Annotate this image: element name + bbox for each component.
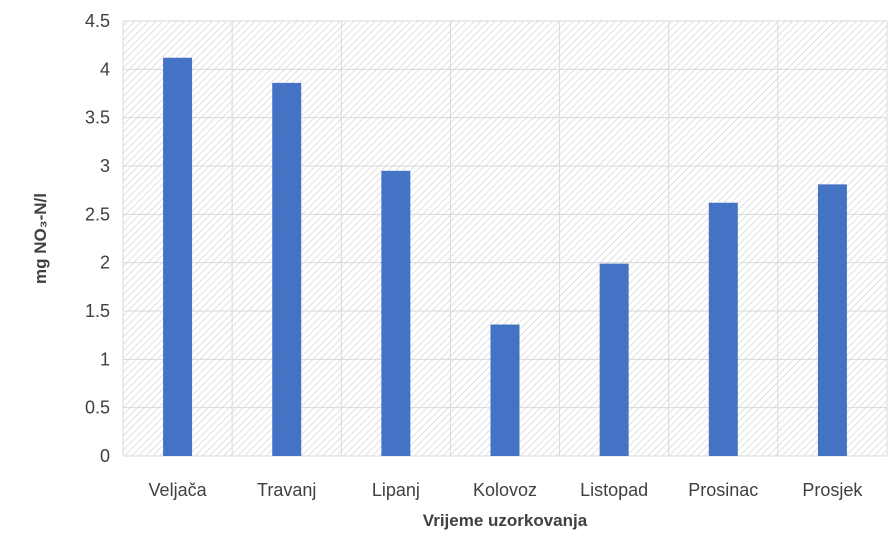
x-tick-label: Prosjek xyxy=(802,480,863,500)
y-tick-label: 1 xyxy=(100,349,110,369)
x-tick-label: Listopad xyxy=(580,480,648,500)
y-tick-label: 0.5 xyxy=(85,398,110,418)
y-tick-label: 2.5 xyxy=(85,204,110,224)
bar xyxy=(272,82,302,456)
bar xyxy=(490,324,520,456)
bar xyxy=(599,263,629,456)
x-tick-label: Lipanj xyxy=(372,480,420,500)
bar xyxy=(817,184,847,456)
y-tick-label: 3 xyxy=(100,156,110,176)
x-tick-label: Travanj xyxy=(257,480,316,500)
x-tick-label: Prosinac xyxy=(688,480,758,500)
y-tick-label: 4.5 xyxy=(85,11,110,31)
x-axis-title: Vrijeme uzorkovanja xyxy=(423,511,588,530)
y-tick-label: 3.5 xyxy=(85,108,110,128)
y-axis-title: mg NO₃-N/l xyxy=(31,193,50,284)
y-tick-label: 2 xyxy=(100,253,110,273)
bars xyxy=(163,57,847,457)
bar xyxy=(381,170,411,457)
x-tick-label: Kolovoz xyxy=(473,480,537,500)
y-axis-ticks: 0 0.5 1 1.5 2 2.5 3 3.5 4 4.5 xyxy=(85,11,110,466)
bar xyxy=(708,202,738,456)
y-tick-label: 4 xyxy=(100,59,110,79)
x-tick-label: Veljača xyxy=(149,480,208,500)
x-axis-ticks: Veljača Travanj Lipanj Kolovoz Listopad Prosi… xyxy=(149,480,864,500)
y-tick-label: 0 xyxy=(100,446,110,466)
y-tick-label: 1.5 xyxy=(85,301,110,321)
bar xyxy=(163,57,193,456)
